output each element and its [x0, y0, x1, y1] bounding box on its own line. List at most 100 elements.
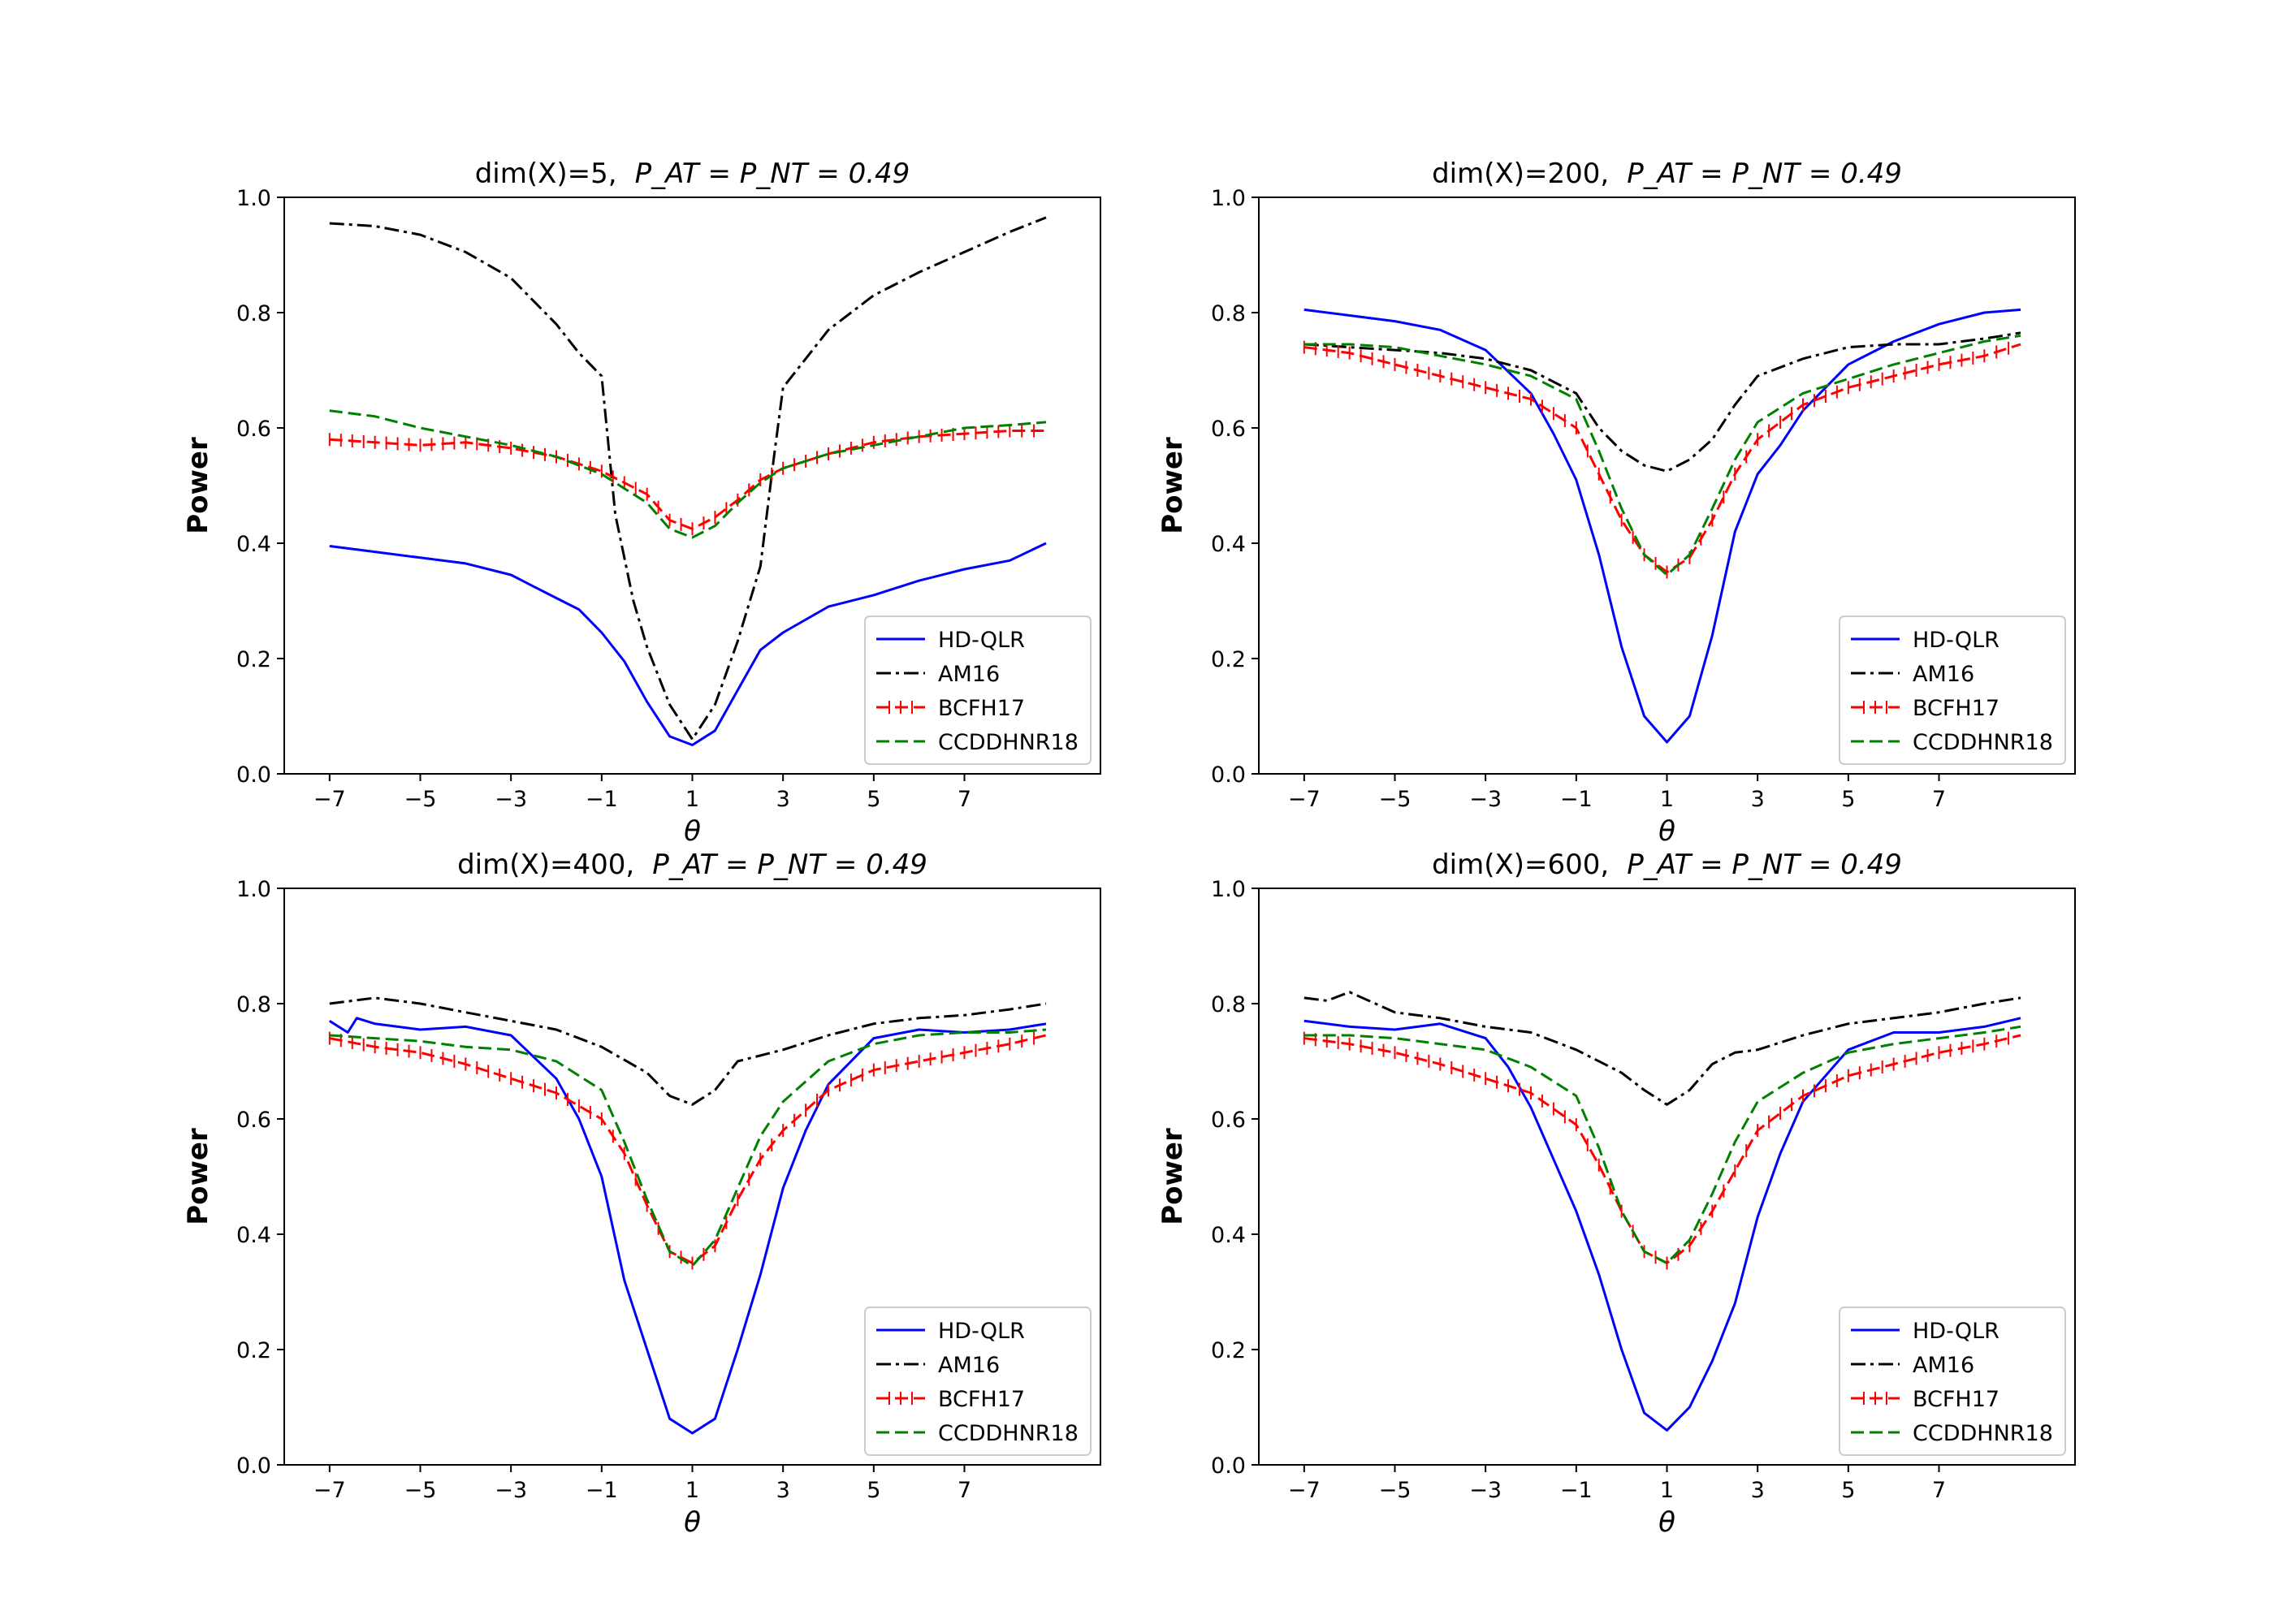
x-tick-label: 3: [1751, 1478, 1765, 1503]
legend-label-ccddhnr18: CCDDHNR18: [938, 730, 1079, 755]
panel-title: dim(X)=400, P_AT = P_NT = 0.49: [457, 849, 927, 881]
legend: HD-QLR AM16 BCFH17 CCDDHNR18: [1839, 615, 2066, 765]
legend-label-hd-qlr: HD-QLR: [938, 628, 1025, 653]
series-hd-qlr: [329, 542, 1047, 746]
y-tick-label: 0.4: [1211, 1223, 1246, 1248]
x-tick-label: 5: [867, 1478, 880, 1503]
x-axis-label: θ: [684, 1506, 701, 1539]
panel-title-text: dim(X)=5,: [475, 158, 617, 190]
x-tick-label: −3: [1469, 1478, 1502, 1503]
series-line-hd-qlr: [328, 1017, 1047, 1435]
panel-title-text: dim(X)=600,: [1432, 849, 1609, 881]
x-axis-label: θ: [1658, 1506, 1675, 1539]
x-tick-label: −1: [586, 1478, 618, 1503]
panel-3: 0.0 0.2 0.4 0.6 0.8 1.0 −7 −5 −3 −1 1 3 5 7 θ Power dim(…: [182, 849, 1101, 1539]
series-line-am16: [329, 996, 1047, 1106]
y-axis-label: Power: [1156, 437, 1189, 534]
x-tick-label: 5: [867, 787, 880, 812]
x-tick-label: −5: [404, 1478, 437, 1503]
series-line-ccddhnr18: [329, 409, 1047, 539]
legend-label-bcfh17: BCFH17: [1913, 696, 1999, 721]
y-tick-label: 0.8: [236, 301, 271, 326]
y-tick-label: 1.0: [1211, 877, 1246, 902]
panel-title: dim(X)=5, P_AT = P_NT = 0.49: [475, 158, 910, 190]
panel-title-text: dim(X)=200,: [1432, 158, 1609, 190]
series-hd-qlr: [1303, 1017, 2021, 1432]
legend: HD-QLR AM16 BCFH17 CCDDHNR18: [864, 615, 1092, 765]
legend-label-bcfh17: BCFH17: [938, 696, 1025, 721]
series-line-hd-qlr: [1303, 1017, 2021, 1432]
x-tick-label: 1: [1660, 787, 1674, 812]
legend-label-am16: AM16: [1913, 1353, 1974, 1378]
x-tick-label: −5: [404, 787, 437, 812]
x-tick-label: −3: [1469, 787, 1502, 812]
series-am16: [1303, 991, 2021, 1106]
series-hd-qlr: [328, 1017, 1047, 1435]
x-tick-label: −5: [1379, 1478, 1412, 1503]
panel-title-text: dim(X)=400,: [457, 849, 634, 881]
x-axis-label: θ: [1658, 815, 1675, 848]
x-tick-label: 1: [1660, 1478, 1674, 1503]
y-axis-label: Power: [182, 1128, 214, 1225]
y-tick-label: 0.4: [1211, 532, 1246, 557]
x-axis-label: θ: [684, 815, 701, 848]
y-tick-label: 0.8: [1211, 301, 1246, 326]
x-tick-label: 3: [776, 787, 790, 812]
y-tick-label: 0.2: [1211, 1338, 1246, 1363]
x-tick-label: 7: [958, 1478, 971, 1503]
y-tick-label: 0.0: [1211, 1453, 1246, 1479]
x-tick-label: 7: [958, 787, 971, 812]
y-tick-label: 0.4: [236, 1223, 271, 1248]
y-tick-label: 0.0: [236, 1453, 271, 1479]
legend-label-bcfh17: BCFH17: [1913, 1387, 1999, 1412]
x-tick-label: 5: [1841, 1478, 1855, 1503]
series-ccddhnr18: [329, 409, 1047, 539]
series-line-am16: [1303, 991, 2021, 1106]
panel-4: 0.0 0.2 0.4 0.6 0.8 1.0 −7 −5 −3 −1 1 3 5 7 θ Power dim(…: [1156, 849, 2076, 1539]
series-bcfh17: [328, 1031, 1047, 1270]
x-tick-label: 1: [685, 1478, 699, 1503]
legend-label-hd-qlr: HD-QLR: [1913, 1319, 1999, 1344]
x-tick-label: −7: [313, 1478, 346, 1503]
series-line-ccddhnr18: [329, 1028, 1047, 1268]
y-tick-label: 0.0: [236, 762, 271, 788]
panel-title: dim(X)=600, P_AT = P_NT = 0.49: [1432, 849, 1902, 881]
x-tick-label: −3: [495, 1478, 527, 1503]
series-hd-qlr: [1303, 308, 2021, 744]
series-am16: [329, 996, 1047, 1106]
legend-box: [1839, 615, 2066, 765]
series-line-hd-qlr: [329, 542, 1047, 746]
legend-label-am16: AM16: [938, 1353, 1000, 1378]
y-tick-label: 1.0: [1211, 186, 1246, 211]
y-tick-label: 0.2: [1211, 647, 1246, 672]
x-tick-label: 5: [1841, 787, 1855, 812]
panel-title-math: P_AT = P_NT = 0.49: [652, 849, 927, 881]
x-tick-label: −1: [1560, 1478, 1593, 1503]
series-ccddhnr18: [1303, 1025, 2021, 1264]
panel-title-math: P_AT = P_NT = 0.49: [635, 158, 910, 190]
y-tick-label: 0.8: [236, 992, 271, 1017]
legend: HD-QLR AM16 BCFH17 CCDDHNR18: [1839, 1307, 2066, 1456]
x-tick-label: 7: [1932, 787, 1946, 812]
y-tick-label: 1.0: [236, 877, 271, 902]
x-tick-label: −1: [586, 787, 618, 812]
legend: HD-QLR AM16 BCFH17 CCDDHNR18: [864, 1307, 1092, 1456]
series-line-ccddhnr18: [1303, 334, 2021, 577]
y-tick-label: 0.8: [1211, 992, 1246, 1017]
x-tick-label: −3: [495, 787, 527, 812]
x-tick-label: 3: [1751, 787, 1765, 812]
panel-1: 0.0 0.2 0.4 0.6 0.8 1.0 −7 −5 −3 −1 1 3 5 7 θ Power dim(…: [182, 158, 1101, 848]
y-tick-label: 0.0: [1211, 762, 1246, 788]
y-axis-label: Power: [1156, 1128, 1189, 1225]
legend-label-ccddhnr18: CCDDHNR18: [1913, 1421, 2053, 1446]
panel-title: dim(X)=200, P_AT = P_NT = 0.49: [1432, 158, 1902, 190]
legend-label-ccddhnr18: CCDDHNR18: [1913, 730, 2053, 755]
x-tick-label: −7: [313, 787, 346, 812]
y-tick-label: 0.4: [236, 532, 271, 557]
legend-label-ccddhnr18: CCDDHNR18: [938, 1421, 1079, 1446]
legend-label-hd-qlr: HD-QLR: [938, 1319, 1025, 1344]
y-tick-label: 0.6: [236, 417, 271, 442]
legend-box: [864, 615, 1092, 765]
panel-title-math: P_AT = P_NT = 0.49: [1627, 158, 1902, 190]
